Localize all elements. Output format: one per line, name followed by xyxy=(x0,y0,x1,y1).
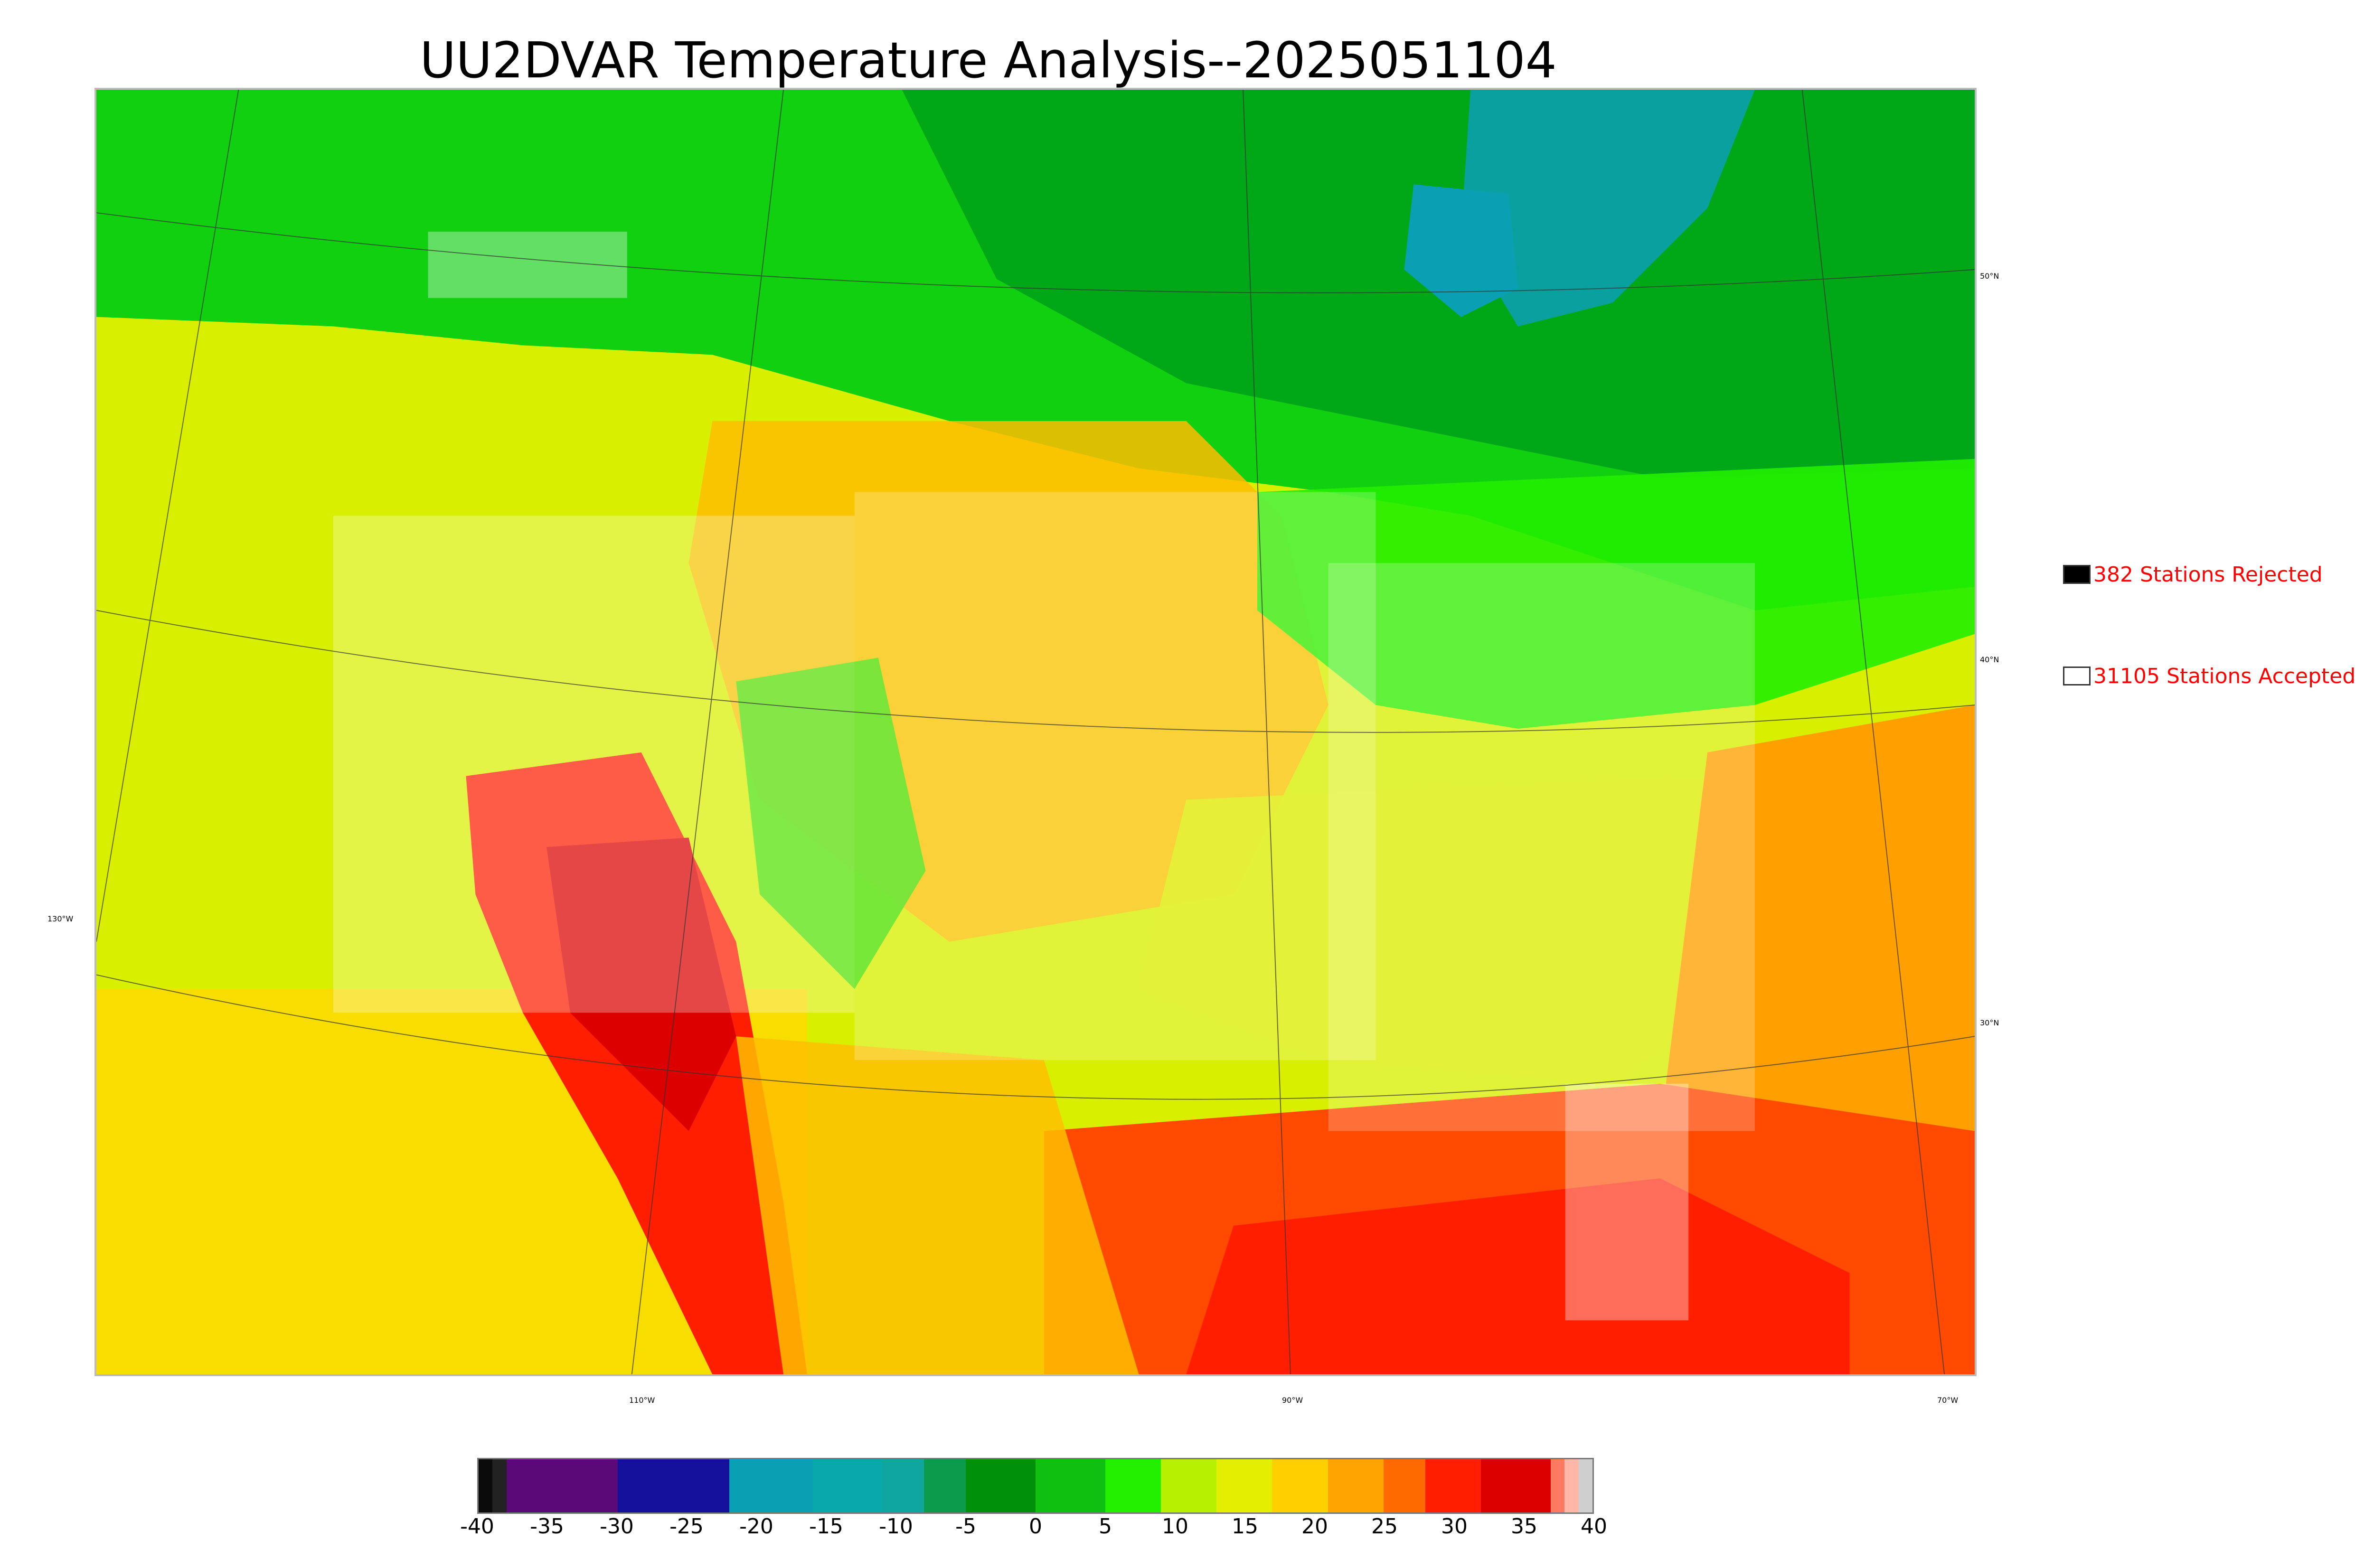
colorbar-segment xyxy=(966,1459,1036,1512)
colorbar-tick-label: 10 xyxy=(1162,1514,1188,1539)
colorbar-tick-label: -20 xyxy=(739,1514,773,1539)
colorbar-segment xyxy=(882,1459,924,1512)
colorbar-tick-label: 5 xyxy=(1099,1514,1112,1539)
station-points xyxy=(333,232,1755,1321)
colorbar-tick-label: -30 xyxy=(600,1514,634,1539)
colorbar-segment xyxy=(1216,1459,1272,1512)
colorbar-tick-label: -25 xyxy=(669,1514,704,1539)
colorbar-segment xyxy=(1564,1459,1579,1512)
colorbar-tick-label: -5 xyxy=(955,1514,976,1539)
colorbar-tick-label: -35 xyxy=(530,1514,564,1539)
colorbar-segment xyxy=(1578,1459,1592,1512)
colorbar-tick-label: 0 xyxy=(1029,1514,1042,1539)
hudson-bay-region xyxy=(1461,90,1755,327)
great-lakes-cool-region xyxy=(1257,459,1975,729)
lon-label-130w: 130°W xyxy=(47,914,74,923)
colorbar-tick-label: 35 xyxy=(1511,1514,1537,1539)
colorbar-segment xyxy=(1160,1459,1217,1512)
colorbar-segment xyxy=(1035,1459,1105,1512)
colorbar-tick-label: -15 xyxy=(809,1514,843,1539)
colorbar-segment xyxy=(479,1459,493,1512)
colorbar-segment xyxy=(1425,1459,1481,1512)
lat-label-40n: 40°N xyxy=(1980,655,1999,664)
colorbar-segment xyxy=(1550,1459,1565,1512)
graticule xyxy=(96,90,1975,1374)
legend-accepted: 31105 Stations Accepted xyxy=(2063,664,2356,688)
rejected-swatch xyxy=(2063,565,2091,584)
rejected-label: 382 Stations Rejected xyxy=(2093,562,2323,587)
colorbar-segment xyxy=(1328,1459,1384,1512)
colorbar-segment xyxy=(729,1459,813,1512)
map-title: UU2DVAR Temperature Analysis--2025051104 xyxy=(420,31,1557,89)
colorbar-tick-label: 40 xyxy=(1581,1514,1607,1539)
colorbar-tick-label: 20 xyxy=(1301,1514,1328,1539)
colorbar-segment xyxy=(924,1459,966,1512)
colorbar-segment xyxy=(812,1459,883,1512)
lon-label-90w: 90°W xyxy=(1282,1396,1303,1405)
colorbar-segment xyxy=(1272,1459,1328,1512)
colorbar-segment xyxy=(618,1459,729,1512)
colorbar-segment xyxy=(1105,1459,1161,1512)
colorbar-segment xyxy=(492,1459,507,1512)
lat-label-30n: 30°N xyxy=(1980,1018,1999,1027)
colorbar-segment xyxy=(506,1459,618,1512)
map-frame xyxy=(94,88,1977,1376)
colorbar-tick-label: 25 xyxy=(1371,1514,1398,1539)
colorbar-segment xyxy=(1481,1459,1551,1512)
lon-label-110w: 110°W xyxy=(629,1396,655,1405)
colorbar-ticks: -40 -35 -30 -25 -20 -15 -10 -5 0 5 10 15 20 25 30 35 40 xyxy=(460,1514,1607,1552)
rockies-cool-region xyxy=(736,657,926,989)
temperature-map xyxy=(96,90,1975,1374)
legend-rejected: 382 Stations Rejected xyxy=(2063,562,2323,587)
accepted-swatch xyxy=(2063,667,2091,685)
colorbar-tick-label: 30 xyxy=(1441,1514,1468,1539)
lon-label-70w: 70°W xyxy=(1937,1396,1959,1405)
colorbar-segment xyxy=(1384,1459,1426,1512)
colorbar-tick-label: 15 xyxy=(1232,1514,1258,1539)
colorbar-tick-label: -40 xyxy=(460,1514,494,1539)
lat-label-50n: 50°N xyxy=(1980,272,1999,281)
colorbar-tick-label: -10 xyxy=(879,1514,913,1539)
temperature-colorbar xyxy=(477,1458,1594,1514)
accepted-label: 31105 Stations Accepted xyxy=(2093,664,2356,688)
